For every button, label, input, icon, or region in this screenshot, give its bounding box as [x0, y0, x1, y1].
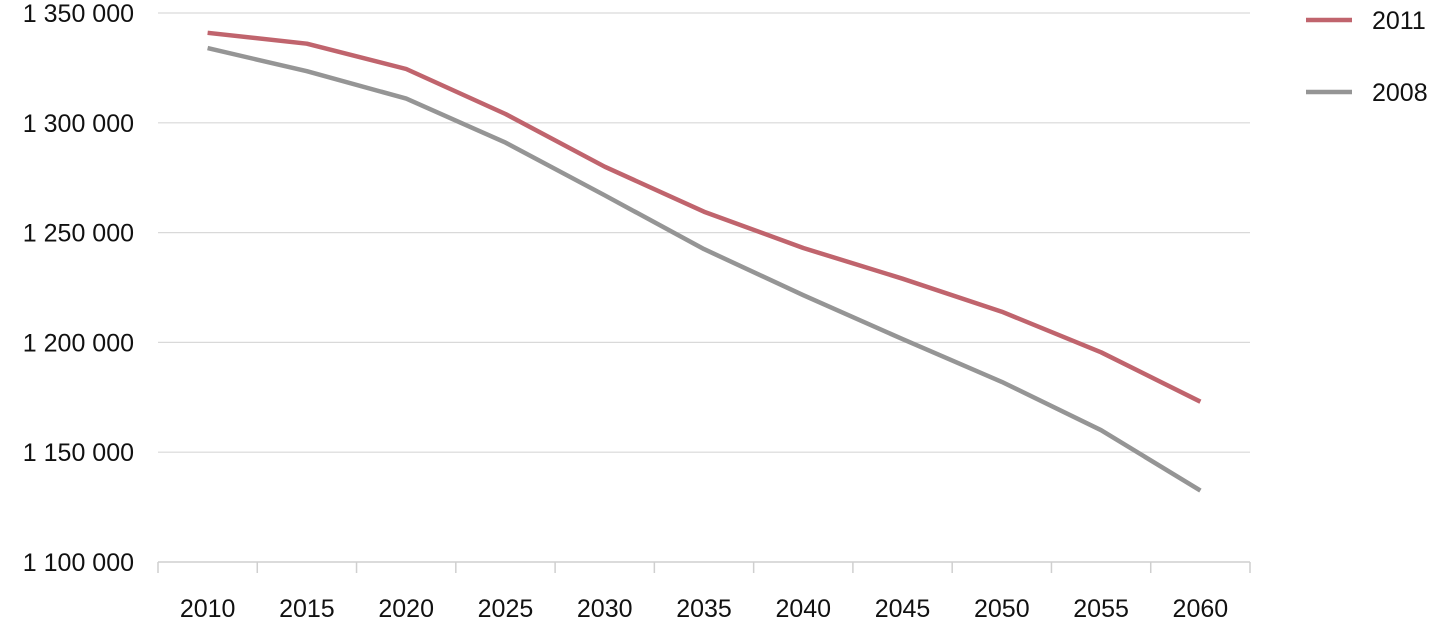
- legend: 2011 2008: [1306, 7, 1428, 107]
- x-tick-label: 2060: [1173, 595, 1229, 623]
- y-tick-label: 1 150 000: [23, 439, 134, 467]
- x-tick-label: 2015: [279, 595, 335, 623]
- x-tick-label: 2045: [875, 595, 931, 623]
- x-tick-label: 2055: [1073, 595, 1129, 623]
- x-axis: [157, 561, 1251, 573]
- y-axis-tick-labels: 1 100 000 1 150 000 1 200 000 1 250 000 1 30…: [23, 0, 134, 577]
- x-tick-label: 2030: [577, 595, 633, 623]
- x-axis-tick-labels: 2010 2015 2020 2025 2030 2035 2040 2045 2050 2055…: [180, 595, 1228, 623]
- series-line-2011: [207, 30, 1202, 404]
- x-tick-label: 2050: [974, 595, 1030, 623]
- y-tick-label: 1 200 000: [23, 329, 134, 357]
- y-tick-label: 1 350 000: [23, 0, 134, 28]
- series-lines: [207, 30, 1202, 493]
- x-tick-label: 2010: [180, 595, 236, 623]
- y-tick-label: 1 100 000: [23, 549, 134, 577]
- gridlines: [158, 12, 1250, 453]
- x-tick-label: 2025: [478, 595, 534, 623]
- y-tick-label: 1 300 000: [23, 110, 134, 138]
- x-tick-label: 2040: [775, 595, 831, 623]
- legend-label-2011: 2011: [1372, 7, 1426, 35]
- x-tick-label: 2035: [676, 595, 732, 623]
- x-tick-label: 2020: [378, 595, 434, 623]
- series-line-2008: [207, 45, 1202, 493]
- legend-label-2008: 2008: [1372, 79, 1428, 107]
- y-tick-label: 1 250 000: [23, 220, 134, 248]
